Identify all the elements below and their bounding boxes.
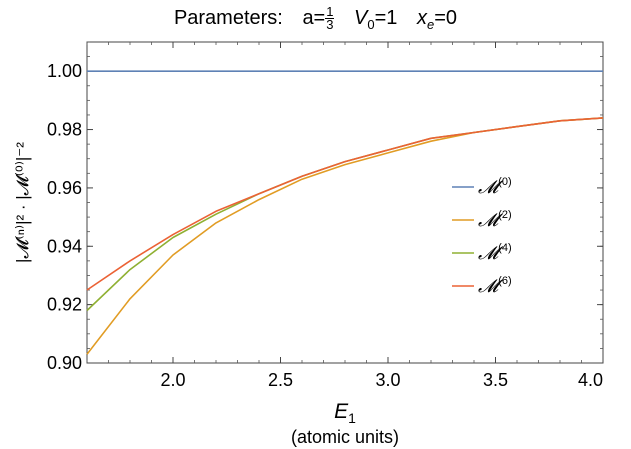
- chart-title: Parameters: a= 1 3 V0=1 xe=0: [0, 4, 631, 32]
- y-tick-label: 0.90: [47, 353, 82, 373]
- plot-border: [86, 41, 604, 364]
- title-v-subscript: 0: [367, 16, 375, 32]
- x-tick-label: 3.5: [483, 370, 508, 390]
- title-x-value: =0: [434, 6, 458, 29]
- series-lines: [86, 70, 604, 355]
- legend-label: 𝓜(6): [478, 275, 512, 296]
- x-tick-label: 2.0: [160, 370, 185, 390]
- axis-labels: E1(atomic units) |𝓜⁽ⁿ⁾|² · |𝓜⁽⁰⁾|⁻²: [13, 142, 399, 447]
- x-tick-label: 2.5: [268, 370, 293, 390]
- y-axis-label: |𝓜⁽ⁿ⁾|² · |𝓜⁽⁰⁾|⁻²: [13, 142, 32, 263]
- x-tick-label: 4.0: [578, 370, 603, 390]
- legend-label: 𝓜(0): [478, 176, 512, 197]
- y-tick-label: 0.94: [47, 236, 82, 256]
- title-a-denominator: 3: [326, 17, 334, 32]
- y-tick-label: 1.00: [47, 61, 82, 81]
- axis-ticks: 2.0 2.5 3.0 3.5 4.0 0.90 0.92 0.94 0.96 0.98 1.00: [47, 41, 604, 390]
- legend-label: 𝓜(2): [478, 209, 512, 230]
- title-a-label: a=: [302, 6, 326, 29]
- series-line-1: [86, 117, 604, 355]
- x-axis-label: E1: [334, 400, 356, 426]
- title-a-numerator: 1: [325, 4, 335, 19]
- title-v-value: =1: [374, 6, 398, 29]
- title-x-symbol: x: [417, 6, 427, 29]
- x-axis-units: (atomic units): [291, 427, 399, 447]
- title-label: Parameters:: [173, 6, 283, 29]
- title-x-subscript: e: [427, 16, 435, 32]
- plot-frame: [86, 41, 604, 364]
- series-line-2: [86, 117, 604, 312]
- series-line-3: [86, 117, 604, 291]
- y-tick-label: 0.98: [47, 120, 82, 140]
- legend-label: 𝓜(4): [478, 242, 512, 263]
- y-tick-label: 0.92: [47, 295, 82, 315]
- legend: 𝓜(0) 𝓜(2) 𝓜(4) 𝓜(6): [452, 176, 512, 296]
- y-tick-label: 0.96: [47, 178, 82, 198]
- title-v-symbol: V: [354, 6, 368, 29]
- x-tick-label: 3.0: [375, 370, 400, 390]
